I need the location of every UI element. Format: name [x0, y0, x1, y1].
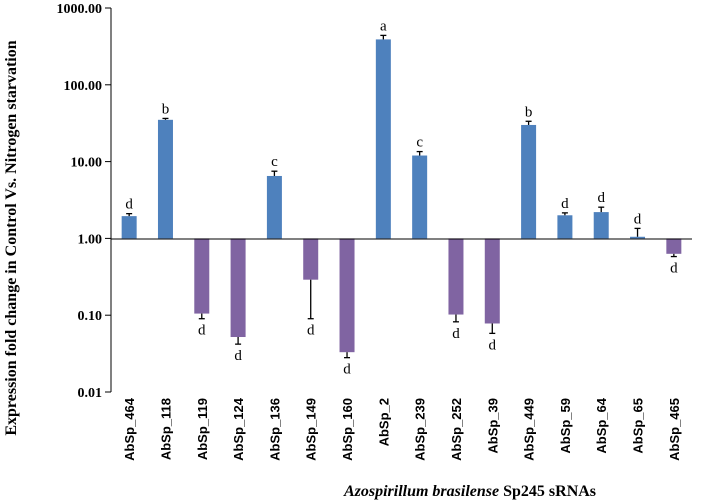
- x-axis-label-italic: Azospirillum brasilense: [343, 483, 499, 500]
- significance-label: d: [561, 196, 569, 212]
- y-tick-label: 0.01: [78, 386, 103, 401]
- significance-label: d: [597, 190, 605, 206]
- bar: [303, 238, 319, 280]
- x-tick-label: AbSp_64: [594, 397, 609, 453]
- significance-label: d: [452, 326, 460, 342]
- y-axis-tick-marks: [105, 7, 111, 393]
- bar-series: [121, 39, 682, 353]
- bar: [230, 238, 246, 338]
- x-axis-label: Azospirillum brasilense Sp245 sRNAs: [343, 483, 596, 500]
- significance-label: d: [125, 197, 133, 213]
- significance-label: d: [307, 323, 315, 339]
- x-tick-label: AbSp_65: [631, 398, 646, 454]
- bar: [266, 175, 282, 239]
- y-axis-label: Expression fold change in Control Vs. Ni…: [3, 40, 20, 435]
- significance-label: b: [525, 104, 533, 120]
- bar: [375, 39, 391, 239]
- bar: [521, 124, 537, 239]
- x-tick-label: AbSp_136: [267, 398, 282, 461]
- x-axis-label-rest: Sp245 sRNAs: [499, 483, 596, 500]
- x-tick-label: AbSp_449: [522, 398, 537, 461]
- y-tick-label: 0.10: [78, 309, 103, 324]
- significance-label: b: [162, 101, 170, 117]
- bar: [593, 212, 609, 239]
- bar: [157, 119, 173, 239]
- significance-label: d: [234, 348, 242, 364]
- y-axis-tick-labels: 0.01 0.10 1.00 10.00 100.00 1000.00: [57, 2, 103, 401]
- significance-label: d: [634, 211, 642, 227]
- x-tick-label: AbSp_118: [158, 398, 173, 460]
- y-tick-label: 1000.00: [57, 2, 103, 17]
- y-tick-label: 1.00: [78, 232, 103, 247]
- significance-label-series: d b d d c d d a c d d b d d d d: [125, 18, 678, 377]
- significance-label: c: [271, 154, 278, 170]
- bar: [194, 238, 210, 314]
- x-tick-label: AbSp_149: [304, 398, 319, 461]
- bar: [630, 236, 646, 239]
- bar: [412, 155, 428, 239]
- x-tick-label: AbSp_252: [449, 398, 464, 461]
- significance-label: c: [416, 135, 423, 151]
- bar: [448, 238, 464, 315]
- significance-label: a: [380, 18, 387, 34]
- bar: [484, 238, 500, 324]
- bar: [121, 216, 137, 239]
- x-tick-label: AbSp_160: [340, 398, 355, 461]
- x-tick-label: AbSp_465: [667, 398, 682, 461]
- x-tick-label: AbSp_59: [558, 398, 573, 454]
- bar: [666, 238, 682, 254]
- x-tick-label: AbSp_2: [376, 398, 391, 446]
- y-tick-label: 10.00: [71, 156, 103, 171]
- significance-label: d: [343, 362, 351, 378]
- significance-label: d: [670, 261, 678, 277]
- bar: [557, 215, 573, 239]
- significance-label: d: [489, 337, 497, 353]
- x-tick-label: AbSp_124: [231, 397, 246, 461]
- x-tick-label: AbSp_464: [122, 397, 137, 461]
- x-tick-label: AbSp_239: [413, 398, 428, 461]
- significance-label: d: [198, 323, 206, 339]
- error-bar-series: [126, 34, 677, 359]
- bar: [339, 238, 355, 353]
- x-tick-label: AbSp_39: [485, 398, 500, 454]
- x-axis-tick-labels: AbSp_464 AbSp_118 AbSp_119 AbSp_124 AbSp_136…: [122, 397, 682, 461]
- x-tick-label: AbSp_119: [195, 398, 210, 460]
- y-tick-label: 100.00: [64, 79, 103, 94]
